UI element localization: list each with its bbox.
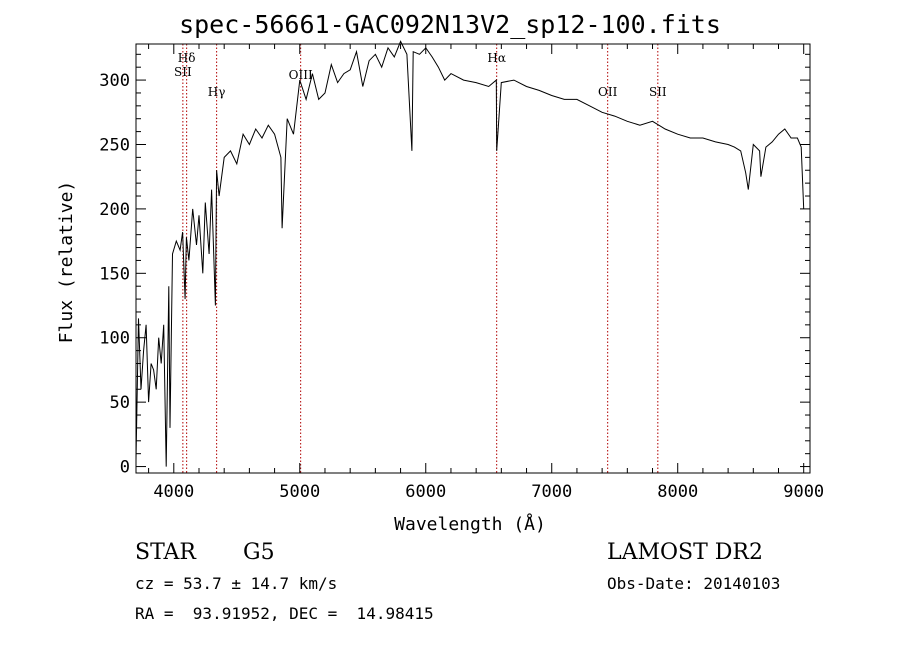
marker-label-5: OII bbox=[598, 85, 618, 99]
survey-name: LAMOST DR2 bbox=[607, 540, 763, 565]
spectrum-series bbox=[135, 40, 805, 467]
y-tick-label-1: 50 bbox=[110, 393, 130, 413]
marker-label-2: Hγ bbox=[208, 85, 226, 99]
marker-label-3: OIII bbox=[289, 68, 313, 82]
axis-ticks: 4000 5000 6000 7000 8000 9000 0 50 100 150 200 250 3… bbox=[99, 44, 824, 502]
redshift-velocity: cz = 53.7 ± 14.7 km/s bbox=[135, 574, 338, 593]
object-subclass: G5 bbox=[243, 540, 275, 565]
y-tick-label-6: 300 bbox=[99, 71, 130, 91]
y-tick-label-2: 100 bbox=[99, 329, 130, 349]
x-tick-label-2: 6000 bbox=[405, 482, 446, 502]
y-tick-label-0: 0 bbox=[120, 458, 130, 478]
x-tick-label-3: 7000 bbox=[531, 482, 572, 502]
sky-coordinates: RA = 93.91952, DEC = 14.98415 bbox=[135, 604, 434, 623]
chart-title: spec-56661-GAC092N13V2_sp12-100.fits bbox=[179, 10, 721, 39]
spectrum-line-0 bbox=[135, 40, 805, 467]
y-tick-label-5: 250 bbox=[99, 135, 130, 155]
x-tick-label-0: 4000 bbox=[153, 482, 194, 502]
y-tick-label-3: 150 bbox=[99, 264, 130, 284]
plot-frame bbox=[135, 43, 811, 474]
object-class: STAR bbox=[135, 540, 196, 565]
y-axis-label: Flux (relative) bbox=[56, 181, 77, 344]
observation-date: Obs-Date: 20140103 bbox=[607, 574, 781, 593]
marker-label-4: Hα bbox=[487, 51, 506, 65]
marker-label-0: Hδ bbox=[178, 51, 196, 65]
marker-label-6: SII bbox=[649, 85, 667, 99]
y-tick-label-4: 200 bbox=[99, 200, 130, 220]
x-tick-label-5: 9000 bbox=[783, 482, 824, 502]
x-axis-label: Wavelength (Å) bbox=[394, 513, 546, 535]
marker-label-1: SII bbox=[174, 65, 192, 79]
x-tick-label-1: 5000 bbox=[279, 482, 320, 502]
x-tick-label-4: 8000 bbox=[657, 482, 698, 502]
